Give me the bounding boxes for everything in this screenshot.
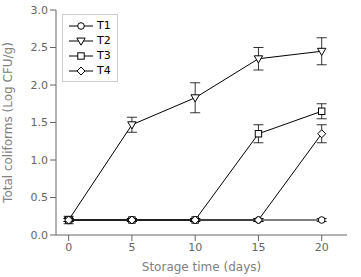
- svg-text:3.0: 3.0: [31, 4, 49, 17]
- html-text:T1: T1: [97, 19, 111, 32]
- svg-text:1.5: 1.5: [31, 116, 49, 129]
- svg-text:2.0: 2.0: [31, 79, 49, 92]
- svg-text:Storage time (days): Storage time (days): [142, 260, 261, 274]
- svg-text:0.0: 0.0: [31, 229, 49, 242]
- html-text:T4: T4: [97, 64, 111, 77]
- svg-text:10: 10: [188, 241, 202, 254]
- svg-text:15: 15: [251, 241, 265, 254]
- svg-text:1.0: 1.0: [31, 154, 49, 167]
- svg-text:5: 5: [128, 241, 135, 254]
- svg-text:20: 20: [315, 241, 329, 254]
- html-text:T3: T3: [97, 49, 111, 62]
- svg-text:0.5: 0.5: [31, 191, 49, 204]
- svg-text:Total coliforms (Log CFU/g): Total coliforms (Log CFU/g): [8, 42, 15, 204]
- svg-text:0: 0: [65, 241, 72, 254]
- svg-text:2.5: 2.5: [31, 41, 49, 54]
- html-text:T2: T2: [97, 34, 111, 47]
